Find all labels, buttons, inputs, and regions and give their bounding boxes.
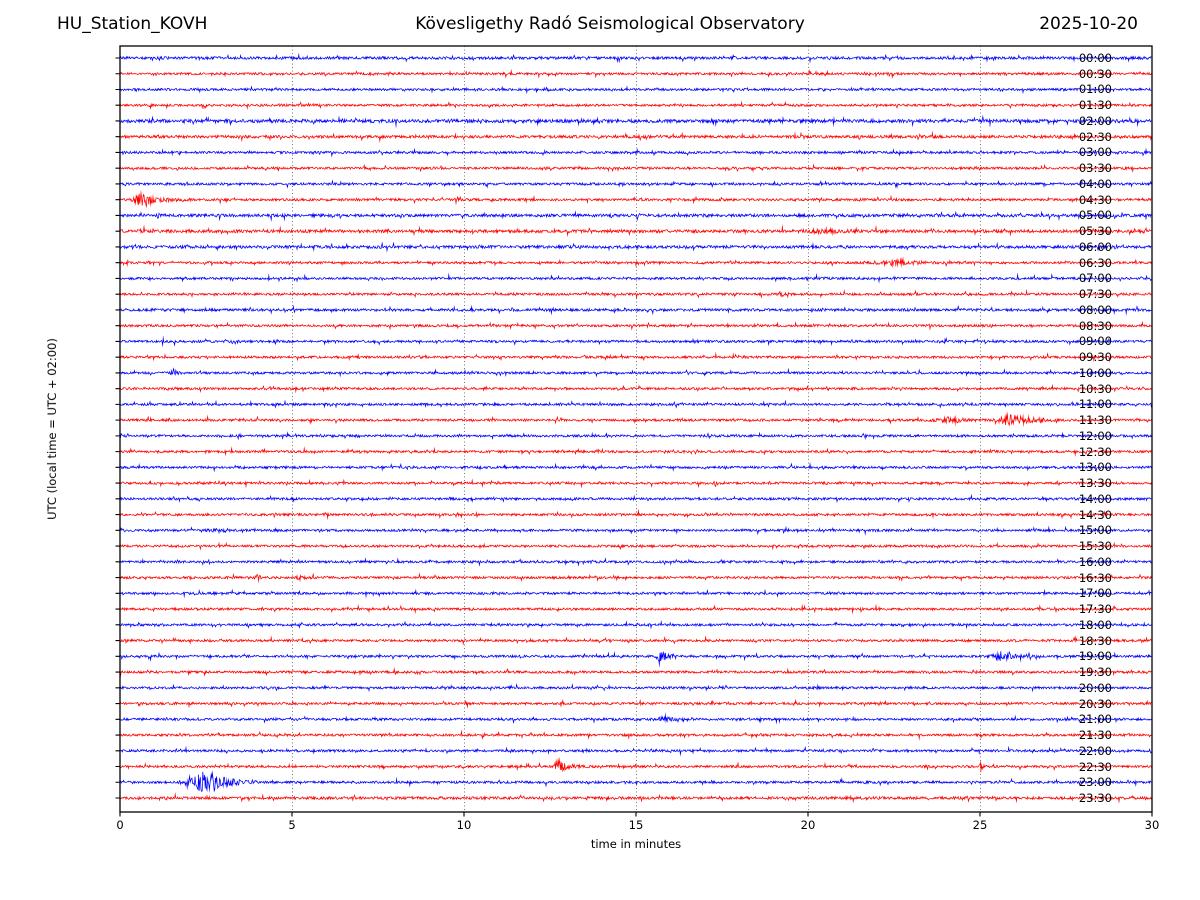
y-tick-label: 08:30 <box>1078 318 1112 333</box>
y-tick-label: 05:00 <box>1078 208 1112 223</box>
y-tick-label: 04:30 <box>1078 192 1112 207</box>
y-tick-label: 22:30 <box>1078 759 1112 774</box>
y-tick-label: 16:00 <box>1078 554 1112 569</box>
y-tick-label: 00:30 <box>1078 66 1112 81</box>
y-tick-label: 14:00 <box>1078 491 1112 506</box>
x-tick-label: 15 <box>628 818 644 832</box>
x-tick-label: 5 <box>288 818 296 832</box>
x-tick-label: 0 <box>116 818 124 832</box>
y-tick-label: 22:00 <box>1078 743 1112 758</box>
x-tick-label: 25 <box>972 818 988 832</box>
y-tick-label: 10:00 <box>1078 365 1112 380</box>
y-tick-label: 17:30 <box>1078 602 1112 617</box>
station-title: HU_Station_KOVH <box>57 14 208 34</box>
y-tick-label: 17:00 <box>1078 586 1112 601</box>
y-tick-label: 07:00 <box>1078 271 1112 286</box>
y-tick-label: 04:00 <box>1078 176 1112 191</box>
x-axis-label: time in minutes <box>590 837 682 851</box>
y-tick-label: 05:30 <box>1078 224 1112 239</box>
y-tick-label: 03:30 <box>1078 161 1112 176</box>
y-tick-label: 18:30 <box>1078 633 1112 648</box>
x-tick-label: 10 <box>456 818 472 832</box>
y-tick-label: 20:30 <box>1078 696 1112 711</box>
y-tick-label: 19:30 <box>1078 665 1112 680</box>
y-tick-label: 02:00 <box>1078 113 1112 128</box>
y-tick-label: 06:00 <box>1078 239 1112 254</box>
y-tick-label: 09:30 <box>1078 350 1112 365</box>
y-tick-label: 03:00 <box>1078 145 1112 160</box>
y-tick-label: 13:30 <box>1078 476 1112 491</box>
y-tick-label: 11:30 <box>1078 413 1112 428</box>
y-tick-label: 15:30 <box>1078 539 1112 554</box>
y-tick-label: 21:00 <box>1078 712 1112 727</box>
date-label: 2025-10-20 <box>1039 14 1138 34</box>
y-tick-label: 12:00 <box>1078 428 1112 443</box>
y-tick-label: 20:00 <box>1078 680 1112 695</box>
y-tick-label: 01:00 <box>1078 82 1112 97</box>
x-tick-label: 20 <box>800 818 816 832</box>
y-tick-label: 13:00 <box>1078 460 1112 475</box>
x-tick-label: 30 <box>1144 818 1160 832</box>
y-tick-label: 21:30 <box>1078 728 1112 743</box>
y-tick-label: 09:00 <box>1078 334 1112 349</box>
y-tick-label: 11:00 <box>1078 397 1112 412</box>
y-axis-label: UTC (local time = UTC + 02:00) <box>45 338 59 520</box>
y-tick-label: 02:30 <box>1078 129 1112 144</box>
y-tick-label: 07:30 <box>1078 287 1112 302</box>
y-tick-label: 10:30 <box>1078 381 1112 396</box>
y-tick-label: 12:30 <box>1078 444 1112 459</box>
y-tick-label: 18:00 <box>1078 617 1112 632</box>
y-tick-label: 01:30 <box>1078 98 1112 113</box>
y-tick-label: 00:00 <box>1078 51 1112 65</box>
y-tick-label: 06:30 <box>1078 255 1112 270</box>
y-tick-label: 23:30 <box>1078 791 1112 805</box>
y-tick-label: 14:30 <box>1078 507 1112 522</box>
y-tick-label: 19:00 <box>1078 649 1112 664</box>
observatory-title: Kövesligethy Radó Seismological Observat… <box>415 14 805 34</box>
y-tick-label: 23:00 <box>1078 775 1112 790</box>
y-tick-label: 15:00 <box>1078 523 1112 538</box>
y-tick-label: 08:00 <box>1078 302 1112 317</box>
y-tick-label: 16:30 <box>1078 570 1112 585</box>
